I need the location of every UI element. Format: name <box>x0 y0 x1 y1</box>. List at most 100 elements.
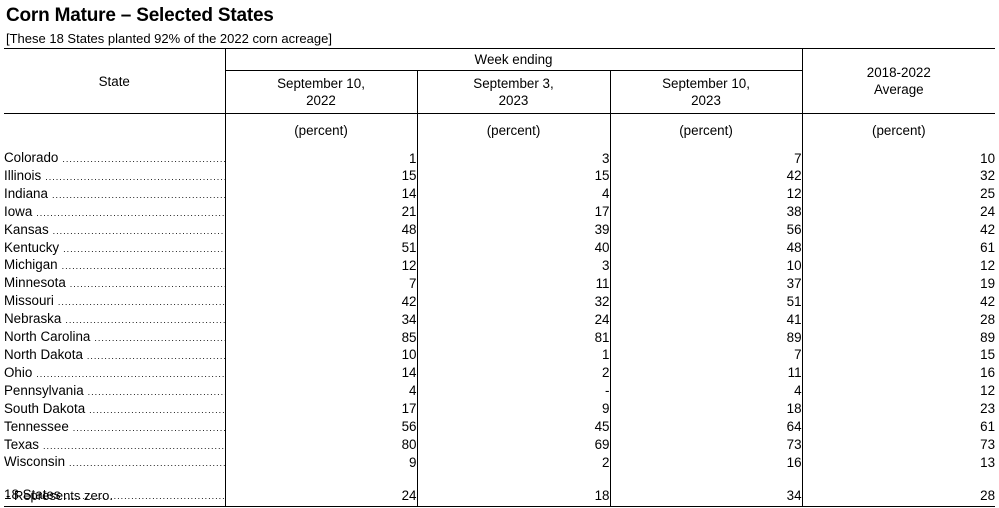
value-cell-sep10-2022: 24 <box>224 485 417 508</box>
value-cell-sep10-2023: 48 <box>609 239 803 258</box>
table-row: Tennessee...............................… <box>4 418 996 437</box>
dot-leader: ........................................… <box>72 422 225 433</box>
table-row: Colorado................................… <box>4 146 996 168</box>
value-cell-sep10-2023: 41 <box>609 311 803 330</box>
value-cell-avg: 12 <box>801 257 996 276</box>
sep3-2023-header-line1: September 3, <box>473 76 554 91</box>
value-cell-sep10-2023: 7 <box>609 146 803 168</box>
dot-leader: ........................................… <box>36 368 224 379</box>
average-header-line1: 2018-2022 <box>866 65 931 80</box>
sep10-2022-header-line1: September 10, <box>277 76 365 91</box>
value-cell-sep3-2023: 2 <box>416 364 610 383</box>
value-cell-avg: 42 <box>801 221 996 240</box>
state-name-cell: Indiana.................................… <box>4 185 225 204</box>
table-row: Missouri................................… <box>4 293 996 312</box>
table-row: Wisconsin...............................… <box>4 454 996 473</box>
dot-leader: ........................................… <box>87 386 225 397</box>
state-name-cell: Ohio....................................… <box>4 364 225 383</box>
state-name: Ohio <box>4 364 37 382</box>
value-cell-sep10-2022: 80 <box>224 436 417 455</box>
dot-leader: ........................................… <box>57 297 225 308</box>
value-cell-sep3-2023: 18 <box>416 485 610 508</box>
value-cell-sep10-2022: 85 <box>224 329 417 347</box>
dot-leader: ........................................… <box>62 154 224 164</box>
value-cell-avg: 10 <box>801 146 996 168</box>
value-cell-avg: 15 <box>801 346 996 365</box>
week-ending-header: Week ending <box>224 48 803 71</box>
state-name: North Carolina <box>4 329 95 346</box>
value-cell-avg: 24 <box>801 203 996 222</box>
state-name-cell: South Dakota............................… <box>4 400 225 419</box>
state-name: Michigan <box>4 257 62 275</box>
state-name: Colorado <box>4 150 63 167</box>
state-name-cell: 18 States...............................… <box>4 485 225 508</box>
value-cell-sep10-2023: 4 <box>609 382 803 401</box>
state-name-cell: Kansas..................................… <box>4 221 225 240</box>
state-name-cell: Iowa....................................… <box>4 203 225 222</box>
state-name: Kentucky <box>4 239 64 257</box>
dot-leader: ........................................… <box>42 440 225 451</box>
sep10-2023-column-header: September 10, 2023 <box>609 70 803 114</box>
state-name: 18 States <box>4 485 65 506</box>
value-cell-sep10-2022: 14 <box>224 185 417 204</box>
state-name: Wisconsin <box>4 454 70 472</box>
table-row: Kansas..................................… <box>4 221 996 240</box>
value-cell-sep3-2023: 3 <box>416 257 610 276</box>
state-name-cell: Wisconsin...............................… <box>4 454 225 472</box>
value-cell-sep3-2023: 24 <box>416 311 610 330</box>
value-cell-sep3-2023: 40 <box>416 239 610 258</box>
value-cell-sep3-2023: 11 <box>416 275 610 294</box>
state-name: Indiana <box>4 185 52 203</box>
value-cell-sep3-2023: 4 <box>416 185 610 204</box>
value-cell-sep10-2022: 56 <box>224 418 417 437</box>
state-name: Tennessee <box>4 418 73 436</box>
value-cell-sep10-2022: 14 <box>224 364 417 383</box>
state-name: Nebraska <box>4 311 66 329</box>
unit-label: (percent) <box>416 113 610 146</box>
sep3-2023-header-line2: 2023 <box>498 93 529 108</box>
value-cell-sep10-2023: 56 <box>609 221 803 240</box>
corn-mature-table: State Week ending 2018-2022 Average Sept… <box>4 48 996 508</box>
table-row: Indiana.................................… <box>4 185 996 204</box>
value-cell-sep10-2022: 21 <box>224 203 417 222</box>
page-subtitle: [These 18 States planted 92% of the 2022… <box>6 31 332 46</box>
value-cell-sep10-2023: 7 <box>609 346 803 365</box>
value-cell-sep10-2023: 11 <box>609 364 803 383</box>
value-cell-sep10-2022: 1 <box>224 146 417 168</box>
value-cell-sep10-2023: 38 <box>609 203 803 222</box>
spacer-cell <box>801 472 996 486</box>
value-cell-sep10-2022: 9 <box>224 454 417 473</box>
table-row: Illinois................................… <box>4 167 996 186</box>
spacer-row <box>4 472 996 486</box>
value-cell-sep10-2022: 51 <box>224 239 417 258</box>
value-cell-sep10-2022: 17 <box>224 400 417 419</box>
value-cell-sep10-2022: 12 <box>224 257 417 276</box>
state-name: South Dakota <box>4 400 90 418</box>
value-cell-sep10-2022: 10 <box>224 346 417 365</box>
state-unit-cell <box>4 113 225 146</box>
value-cell-sep10-2023: 73 <box>609 436 803 455</box>
value-cell-sep10-2023: 42 <box>609 167 803 186</box>
value-cell-avg: 28 <box>801 485 996 508</box>
value-cell-sep3-2023: 3 <box>416 146 610 168</box>
table-row: Ohio....................................… <box>4 364 996 383</box>
state-name: Illinois <box>4 167 46 185</box>
dot-leader: ........................................… <box>51 189 225 200</box>
state-name: North Dakota <box>4 346 87 364</box>
state-name-cell: Minnesota...............................… <box>4 275 225 293</box>
spacer-cell <box>416 472 610 486</box>
state-name-cell: North Carolina..........................… <box>4 329 225 347</box>
value-cell-sep10-2023: 34 <box>609 485 803 508</box>
unit-label: (percent) <box>801 113 996 146</box>
dot-leader: ........................................… <box>94 333 225 344</box>
value-cell-sep10-2022: 48 <box>224 221 417 240</box>
value-cell-sep3-2023: 81 <box>416 329 610 347</box>
value-cell-sep3-2023: 2 <box>416 454 610 473</box>
value-cell-sep10-2023: 12 <box>609 185 803 204</box>
dot-leader: ........................................… <box>65 315 224 326</box>
value-cell-sep10-2023: 16 <box>609 454 803 473</box>
state-name-cell: Texas...................................… <box>4 436 225 455</box>
spacer-cell <box>224 472 417 486</box>
value-cell-avg: 89 <box>801 329 996 347</box>
value-cell-sep3-2023: 69 <box>416 436 610 455</box>
